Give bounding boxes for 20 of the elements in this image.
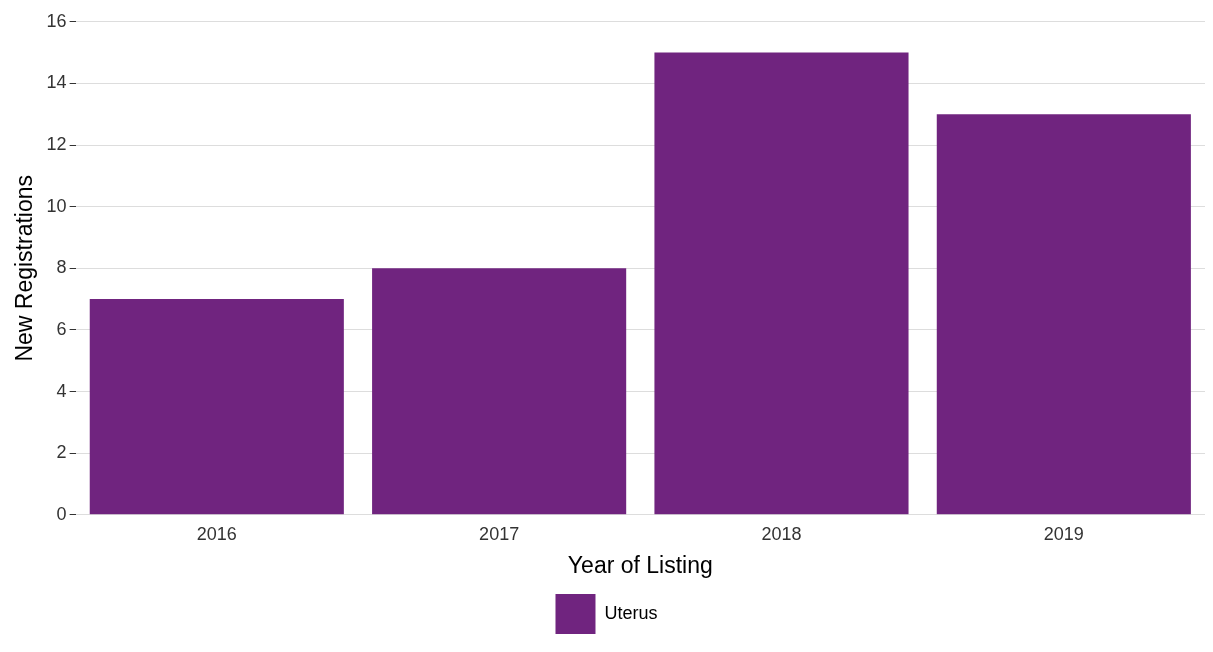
bar <box>936 114 1191 515</box>
x-tick-label: 2016 <box>196 523 237 544</box>
y-tick-label: 10 <box>46 195 67 216</box>
x-tick-label: 2018 <box>761 523 802 544</box>
x-tick-label: 2019 <box>1043 523 1084 544</box>
bar <box>654 52 909 515</box>
y-tick-label: 6 <box>56 318 67 339</box>
legend-label: Uterus <box>604 602 658 623</box>
x-axis-title: Year of Listing <box>567 551 713 578</box>
bar <box>372 268 627 515</box>
y-axis-title: New Registrations <box>11 174 38 362</box>
y-tick-label: 2 <box>56 442 67 463</box>
y-tick-label: 16 <box>46 10 67 31</box>
x-tick-label: 2017 <box>479 523 520 544</box>
y-tick-label: 14 <box>46 72 67 93</box>
y-tick-label: 8 <box>56 257 67 278</box>
y-tick-label: 0 <box>56 503 67 524</box>
bar <box>89 299 344 515</box>
y-tick-label: 4 <box>56 380 67 401</box>
y-tick-label: 12 <box>46 134 67 155</box>
